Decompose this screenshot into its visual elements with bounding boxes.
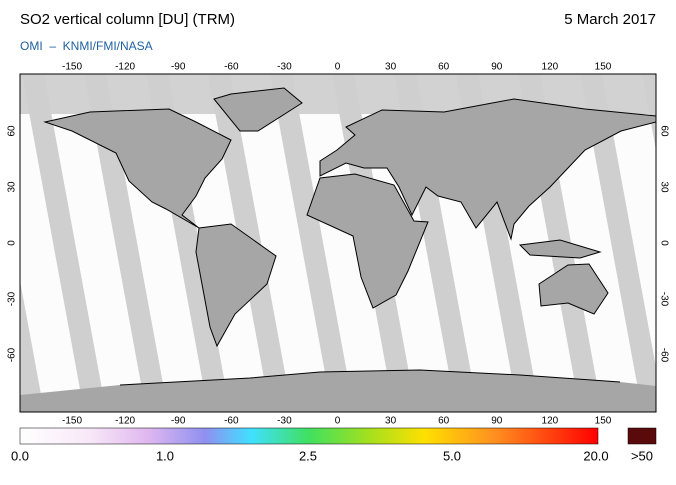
lat-tick-label: -60 [7,347,18,362]
lon-tick-label: 30 [385,62,397,73]
colorbar-label: 5.0 [443,448,461,463]
colorbar-overflow [627,427,657,445]
lat-tick-label: -30 [7,291,18,306]
lon-tick-label: 90 [491,62,503,73]
orbit-gap [580,74,656,400]
orbit-gap [22,74,104,400]
map-frame [19,73,657,413]
lat-tick-label: 30 [658,181,669,193]
lat-tick-label: 60 [658,125,669,137]
lon-tick-label: -60 [224,62,239,73]
lon-tick-label: 120 [542,62,559,73]
lon-tick-label: -150 [62,62,82,73]
orbit-gap [84,74,166,400]
orbit-gap [642,74,656,151]
colorbar-label: 0.0 [11,448,29,463]
colorbar-label: 1.0 [156,448,174,463]
lon-tick-label: 150 [595,416,612,427]
date: 5 March 2017 [564,11,656,28]
map [20,74,656,412]
lon-tick-label: -30 [277,62,292,73]
lon-tick-label: -60 [224,416,239,427]
lon-tick-label: -120 [115,416,135,427]
colorbar-label: 20.0 [583,448,608,463]
lon-tick-label: 30 [385,416,397,427]
lat-tick-label: -30 [658,292,669,307]
lon-tick-label: -150 [62,416,82,427]
lon-tick-label: -30 [277,416,292,427]
title: SO2 vertical column [DU] (TRM) [20,11,235,28]
lon-tick-label: 120 [542,416,559,427]
lon-tick-label: 0 [335,416,341,427]
colorbar-label: >50 [631,448,653,463]
lon-tick-label: 60 [438,62,450,73]
lon-tick-label: 0 [335,62,341,73]
orbit-gap [270,74,352,400]
lon-tick-label: -120 [115,62,135,73]
orbit-gap [20,280,42,400]
lon-tick-label: 150 [595,62,612,73]
lat-tick-label: 30 [7,181,18,193]
lat-tick-label: 0 [7,240,18,246]
colorbar-label: 2.5 [299,448,317,463]
lon-tick-label: 60 [438,416,450,427]
lon-tick-label: -90 [171,62,186,73]
lon-tick-label: 90 [491,416,503,427]
lat-tick-label: 60 [7,125,18,137]
colorbar [19,427,599,445]
credit: OMI – KNMI/FMI/NASA [20,39,153,53]
lon-tick-label: -90 [171,416,186,427]
lat-tick-label: -60 [658,348,669,363]
lat-tick-label: 0 [658,240,669,246]
